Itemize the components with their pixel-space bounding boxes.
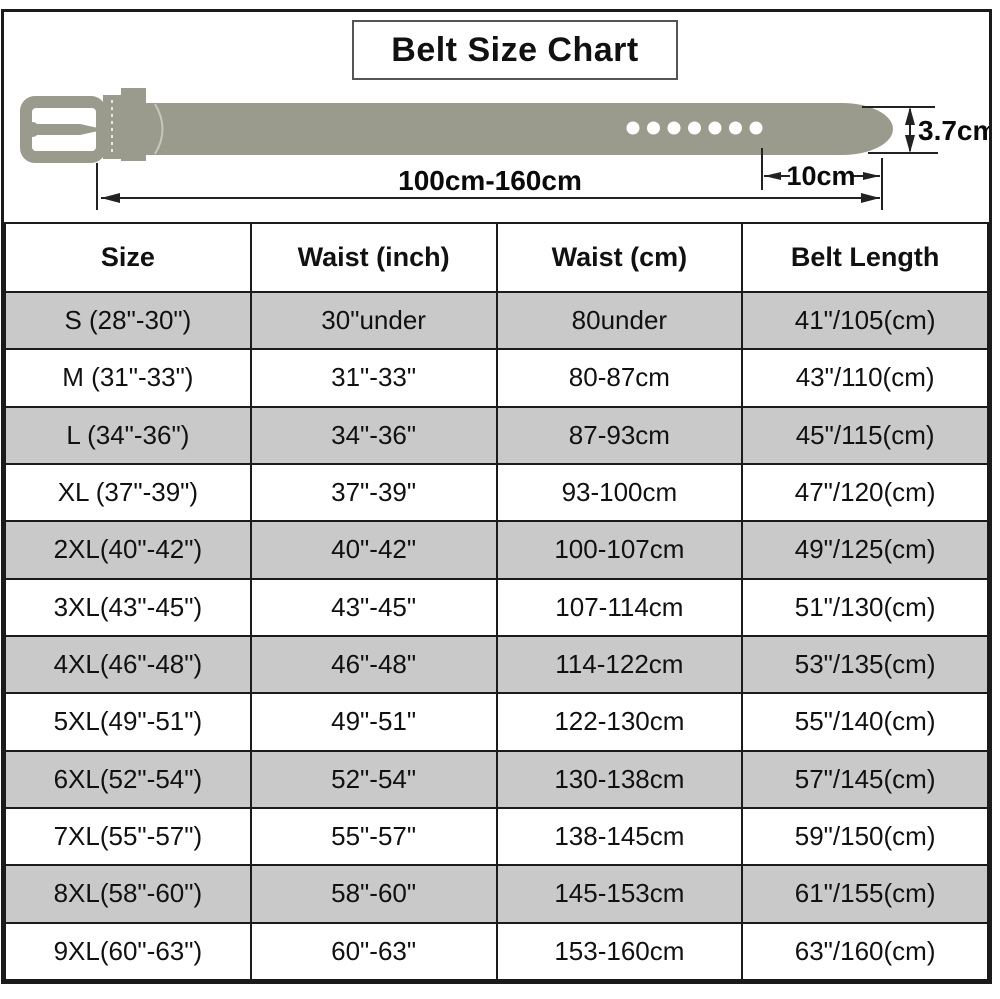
table-cell: 37"-39" (249, 462, 498, 523)
table-cell: 138-145cm (495, 806, 744, 867)
column-header: Belt Length (741, 222, 989, 293)
table-cell: M (31"-33") (4, 348, 252, 408)
table-row: S (28"-30") 30"under 80under 41"/105(cm) (4, 290, 989, 351)
table-cell: 61"/155(cm) (741, 864, 989, 924)
table-cell: 4XL(46"-48") (4, 634, 252, 695)
table-cell: 58"-60" (249, 864, 498, 924)
chart-title: Belt Size Chart (352, 20, 678, 80)
table-cell: 47"/120(cm) (741, 462, 989, 523)
table-cell: 153-160cm (495, 921, 744, 982)
belt-strap (146, 103, 893, 155)
table-cell: 51"/130(cm) (741, 577, 989, 637)
table-cell: 93-100cm (495, 462, 744, 523)
table-header-row: Size Waist (inch) Waist (cm) Belt Length (4, 222, 989, 293)
table-row: 3XL(43"-45") 43"-45" 107-114cm 51"/130(cm) (4, 577, 989, 637)
column-header: Size (4, 222, 252, 293)
table-row: 5XL(49"-51") 49"-51" 122-130cm 55"/140(cm) (4, 692, 989, 752)
length-dimension-label: 100cm-160cm (398, 165, 582, 196)
table-row: L (34"-36") 34"-36" 87-93cm 45"/115(cm) (4, 405, 989, 465)
table-cell: 41"/105(cm) (741, 290, 989, 351)
table-row: 2XL(40"-42") 40"-42" 100-107cm 49"/125(cm) (4, 520, 989, 580)
table-cell: 55"-57" (249, 806, 498, 867)
table-row: M (31"-33") 31"-33" 80-87cm 43"/110(cm) (4, 348, 989, 408)
table-row: 9XL(60"-63") 60"-63" 153-160cm 63"/160(cm) (4, 921, 989, 982)
table-cell: 49"-51" (249, 692, 498, 752)
table-cell: 43"/110(cm) (741, 348, 989, 408)
table-cell: L (34"-36") (4, 405, 252, 465)
table-cell: 31"-33" (249, 348, 498, 408)
table-cell: 52"-54" (249, 749, 498, 809)
table-cell: 87-93cm (495, 405, 744, 465)
table-cell: 63"/160(cm) (741, 921, 989, 982)
table-cell: 49"/125(cm) (741, 520, 989, 580)
belt-holes (626, 121, 763, 135)
table-cell: 145-153cm (495, 864, 744, 924)
size-table-body: S (28"-30") 30"under 80under 41"/105(cm) M (… (4, 290, 989, 982)
size-table: Size Waist (inch) Waist (cm) Belt Length S … (4, 222, 989, 982)
belt-hole (647, 121, 660, 135)
table-cell: 34"-36" (249, 405, 498, 465)
table-cell: 100-107cm (495, 520, 744, 580)
table-cell: 3XL(43"-45") (4, 577, 252, 637)
page-frame: 100cm-160cm 10cm 3.7cm Belt Size (1, 9, 992, 984)
length-dimension-arrow: 100cm-160cm (96, 158, 883, 210)
table-cell: 46"-48" (249, 634, 498, 695)
belt-hole (729, 121, 742, 135)
table-cell: 130-138cm (495, 749, 744, 809)
table-cell: XL (37"-39") (4, 462, 252, 523)
column-header: Waist (inch) (249, 222, 498, 293)
table-row: 8XL(58"-60") 58"-60" 145-153cm 61"/155(cm) (4, 864, 989, 924)
belt-illustration-svg: 100cm-160cm 10cm 3.7cm (20, 88, 989, 210)
table-cell: S (28"-30") (4, 290, 252, 351)
table-cell: 5XL(49"-51") (4, 692, 252, 752)
table-cell: 57"/145(cm) (741, 749, 989, 809)
table-cell: 80under (495, 290, 744, 351)
table-cell: 122-130cm (495, 692, 744, 752)
belt-hole (688, 121, 701, 135)
tail-dimension-arrow: 10cm (761, 148, 880, 191)
table-cell: 7XL(55"-57") (4, 806, 252, 867)
table-cell: 53"/135(cm) (741, 634, 989, 695)
table-cell: 8XL(58"-60") (4, 864, 252, 924)
column-header: Waist (cm) (495, 222, 744, 293)
belt-hole (749, 121, 763, 135)
table-row: 7XL(55"-57") 55"-57" 138-145cm 59"/150(cm) (4, 806, 989, 867)
table-cell: 107-114cm (495, 577, 744, 637)
table-cell: 80-87cm (495, 348, 744, 408)
table-cell: 40"-42" (249, 520, 498, 580)
belt-hole (708, 121, 722, 135)
table-cell: 45"/115(cm) (741, 405, 989, 465)
table-cell: 59"/150(cm) (741, 806, 989, 867)
table-cell: 43"-45" (249, 577, 498, 637)
table-cell: 60"-63" (249, 921, 498, 982)
belt-buckle-icon (20, 96, 106, 163)
table-cell: 9XL(60"-63") (4, 921, 252, 982)
table-cell: 6XL(52"-54") (4, 749, 252, 809)
tail-dimension-label: 10cm (786, 161, 855, 191)
table-row: XL (37"-39") 37"-39" 93-100cm 47"/120(cm) (4, 462, 989, 523)
width-dimension-arrow: 3.7cm (862, 106, 989, 154)
belt-fold (103, 95, 121, 159)
table-cell: 114-122cm (495, 634, 744, 695)
table-cell: 2XL(40"-42") (4, 520, 252, 580)
table-cell: 30"under (249, 290, 498, 351)
table-row: 6XL(52"-54") 52"-54" 130-138cm 57"/145(cm) (4, 749, 989, 809)
belt-keeper (121, 88, 146, 161)
width-dimension-label: 3.7cm (918, 115, 989, 146)
belt-hole (626, 121, 640, 135)
table-row: 4XL(46"-48") 46"-48" 114-122cm 53"/135(cm) (4, 634, 989, 695)
belt-hole (667, 121, 681, 135)
table-cell: 55"/140(cm) (741, 692, 989, 752)
belt-diagram: 100cm-160cm 10cm 3.7cm Belt Size (4, 12, 989, 222)
